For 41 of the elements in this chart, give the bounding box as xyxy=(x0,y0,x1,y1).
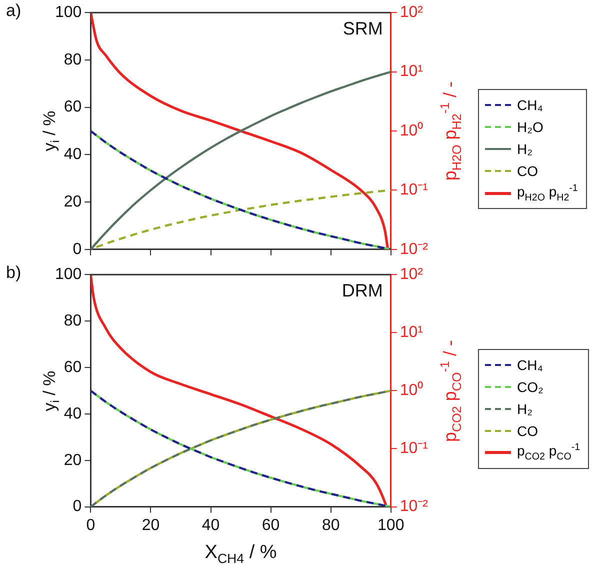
x-axis-title: X$_{CH4}$ / % xyxy=(204,542,277,566)
y2-tick-label: 10⁻² xyxy=(400,498,429,516)
legend-label: H₂ xyxy=(517,141,533,157)
x-tick-label: 40 xyxy=(202,516,220,534)
y-tick-label: 80 xyxy=(64,51,82,68)
y-tick-label: 20 xyxy=(64,452,82,469)
y-tick-label: 60 xyxy=(64,98,82,116)
y2-tick-label: 10² xyxy=(400,4,424,22)
y2-tick-label: 10² xyxy=(400,266,424,284)
legend-label: H₂O xyxy=(517,119,544,135)
legend-label: CH₄ xyxy=(517,356,543,373)
chart-title: DRM xyxy=(342,280,383,301)
y2-tick-label: 10⁰ xyxy=(400,121,424,140)
y2-tick-label: 10¹ xyxy=(400,63,423,80)
x-tick-label: 80 xyxy=(322,516,340,534)
y2-tick-label: 10⁰ xyxy=(400,381,424,400)
y2-tick-label: 10⁻¹ xyxy=(400,440,428,458)
text: a) xyxy=(6,0,22,21)
legend-label: CO₂ xyxy=(517,378,544,395)
y2-tick-label: 10⁻¹ xyxy=(400,182,428,199)
y-tick-label: 40 xyxy=(64,146,82,164)
y-tick-label: 100 xyxy=(54,266,82,284)
text: b) xyxy=(6,262,22,283)
legend-label: H₂ xyxy=(517,400,533,417)
y-tick-label: 80 xyxy=(64,312,82,330)
x-tick-label: 100 xyxy=(378,516,404,534)
x-tick-label: 20 xyxy=(142,516,160,534)
y2-tick-label: 10¹ xyxy=(400,324,423,342)
legend-label: CO xyxy=(517,422,538,439)
y-tick-label: 0 xyxy=(72,498,82,516)
y-tick-label: 40 xyxy=(64,405,82,422)
legend-label: CH₄ xyxy=(517,97,543,113)
legend-label: CO xyxy=(517,163,538,179)
x-tick-label: 60 xyxy=(262,516,280,534)
y2-tick-label: 10⁻² xyxy=(400,240,429,258)
y-tick-label: 100 xyxy=(54,4,82,22)
y-tick-label: 20 xyxy=(64,193,82,210)
y-tick-label: 60 xyxy=(64,358,82,376)
chart-title: SRM xyxy=(342,18,383,39)
x-tick-label: 0 xyxy=(86,516,96,534)
y-tick-label: 0 xyxy=(72,240,82,258)
